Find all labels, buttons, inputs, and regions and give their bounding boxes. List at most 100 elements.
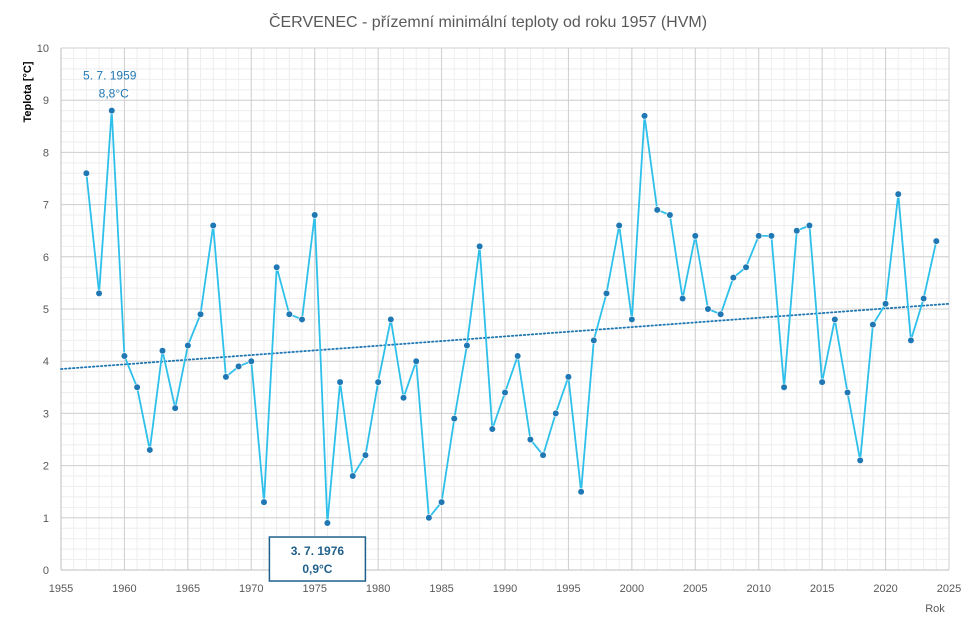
data-point [704, 305, 712, 313]
data-point [793, 227, 801, 235]
data-point [108, 107, 116, 115]
x-tick-label: 2020 [873, 583, 897, 595]
data-point [577, 488, 585, 496]
data-point [298, 315, 306, 324]
data-point [323, 519, 332, 527]
x-tick-label: 2010 [746, 583, 770, 595]
data-point [247, 357, 255, 365]
series-group [85, 109, 938, 524]
data-point [437, 498, 446, 506]
data-point [361, 451, 370, 459]
y-tick-label: 1 [43, 513, 49, 525]
data-point [273, 263, 281, 271]
x-tick-label: 1975 [302, 583, 326, 595]
data-point [146, 446, 154, 454]
data-point [767, 232, 776, 240]
trendline [60, 302, 950, 370]
data-point [628, 315, 636, 324]
data-point [184, 341, 192, 350]
data-point [818, 378, 826, 386]
data-point [412, 357, 420, 365]
data-point [196, 310, 205, 318]
data-point [678, 294, 687, 303]
data-point [742, 263, 750, 271]
max-annotation-date: 5. 7. 1959 [83, 69, 137, 83]
y-tick-label: 9 [43, 95, 49, 107]
data-point [843, 388, 852, 397]
x-tick-label: 1965 [176, 583, 200, 595]
y-tick-label: 10 [37, 43, 49, 55]
x-tick-label: 1995 [556, 583, 580, 595]
data-point [907, 336, 915, 344]
data-point [425, 514, 433, 522]
x-tick-label: 2025 [937, 583, 961, 595]
data-point [881, 300, 890, 308]
data-point [805, 221, 814, 230]
data-point [539, 451, 547, 459]
data-point [95, 289, 103, 297]
data-point [602, 289, 611, 297]
y-tick-label: 4 [43, 356, 49, 368]
data-point [552, 409, 560, 418]
data-point [856, 456, 864, 464]
data-point [171, 404, 179, 412]
y-tick-label: 6 [43, 252, 49, 264]
data-point [666, 211, 674, 219]
data-point [374, 378, 382, 386]
x-tick-label: 2005 [683, 583, 707, 595]
x-tick-label: 1970 [239, 583, 263, 595]
data-point [590, 336, 598, 344]
y-tick-label: 3 [43, 408, 49, 420]
data-point [691, 232, 699, 240]
data-point [260, 498, 268, 506]
data-point [717, 310, 725, 318]
x-tick-label: 1960 [112, 583, 136, 595]
data-point [653, 206, 661, 214]
data-point [285, 310, 293, 318]
min-annotation-value: 0,9°C [302, 562, 332, 576]
data-point [82, 169, 90, 177]
y-tick-label: 7 [43, 200, 49, 212]
data-point [450, 415, 458, 423]
data-point [869, 321, 877, 329]
y-tick-label: 8 [43, 147, 49, 159]
data-point [526, 435, 534, 444]
data-point [894, 190, 902, 198]
annotations: 5. 7. 1959 8,8°C 3. 7. 1976 0,9°C [83, 69, 367, 582]
data-point [222, 373, 230, 381]
data-point [209, 221, 217, 230]
min-annotation-date: 3. 7. 1976 [291, 544, 345, 558]
data-point [615, 221, 623, 230]
data-point [780, 383, 788, 391]
x-axis-label: Rok [925, 603, 945, 615]
data-points [82, 107, 940, 527]
data-point [463, 341, 471, 350]
data-point [120, 352, 129, 360]
x-tick-labels: 1955 1960 1965 1970 1975 1980 1985 1990 1995 2000… [49, 583, 961, 595]
trendline-group [60, 302, 950, 370]
min-annotation-box [268, 536, 367, 582]
data-point [311, 211, 319, 219]
data-point [133, 383, 141, 391]
data-point [564, 373, 573, 381]
data-point [755, 232, 763, 240]
x-tick-label: 1985 [429, 583, 453, 595]
data-point [488, 425, 496, 433]
y-tick-labels: 0 1 2 3 4 5 6 7 8 9 10 [37, 43, 49, 577]
chart-title: ČERVENEC - přízemní minimální teploty od… [269, 12, 707, 31]
data-point [514, 352, 522, 360]
y-axis-label: Teplota [°C] [22, 61, 34, 122]
major-gridlines [60, 47, 950, 571]
x-tick-label: 2000 [620, 583, 644, 595]
x-tick-label: 2015 [810, 583, 834, 595]
data-point [729, 274, 737, 282]
data-point [640, 112, 649, 120]
data-point [920, 294, 928, 303]
data-point [831, 315, 839, 324]
y-tick-label: 5 [43, 304, 49, 316]
x-tick-label: 1955 [49, 583, 73, 595]
data-point [501, 388, 509, 397]
data-point [158, 347, 167, 355]
x-tick-label: 1980 [366, 583, 390, 595]
